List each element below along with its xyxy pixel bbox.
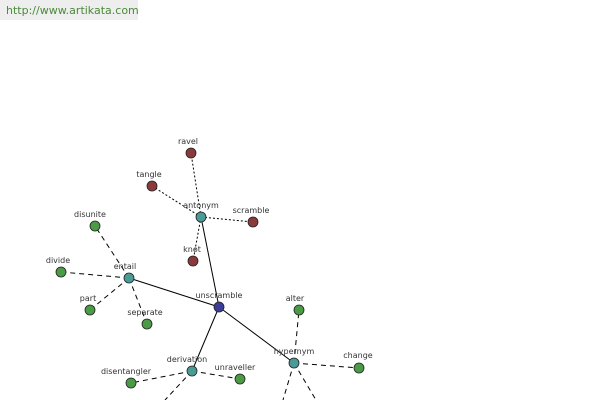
edge xyxy=(151,185,202,218)
node-label[interactable]: entail xyxy=(114,262,136,271)
edge xyxy=(164,370,193,400)
node[interactable] xyxy=(247,216,259,228)
node-label[interactable]: derivation xyxy=(167,355,207,364)
edge xyxy=(200,216,254,223)
node[interactable] xyxy=(185,147,197,159)
node-label[interactable]: tangle xyxy=(136,170,161,179)
node-label[interactable]: disunite xyxy=(74,210,106,219)
node[interactable] xyxy=(293,304,305,316)
edge xyxy=(60,271,130,279)
url-link[interactable]: http://www.artikata.com xyxy=(0,0,139,20)
edge xyxy=(191,306,220,372)
node[interactable] xyxy=(213,301,225,313)
node[interactable] xyxy=(84,304,96,316)
node-label[interactable]: antonym xyxy=(183,201,219,210)
edge xyxy=(218,306,295,364)
node-label[interactable]: disentangler xyxy=(101,367,152,376)
edge xyxy=(94,225,130,279)
node[interactable] xyxy=(234,373,246,385)
node[interactable] xyxy=(55,266,67,278)
node[interactable] xyxy=(89,220,101,232)
node-label[interactable]: divide xyxy=(46,256,70,265)
node[interactable] xyxy=(353,362,365,374)
node[interactable] xyxy=(146,180,158,192)
node-label[interactable]: part xyxy=(80,294,96,303)
labels: unscramble antonym entail derivation hyp… xyxy=(46,137,373,376)
node-label[interactable]: unraveller xyxy=(215,363,256,372)
node-label[interactable]: alter xyxy=(286,294,305,303)
node-label[interactable]: ravel xyxy=(178,137,198,146)
edge xyxy=(128,277,148,325)
edge xyxy=(190,152,202,218)
edge xyxy=(293,362,360,369)
edge xyxy=(200,216,220,308)
node-label[interactable]: separate xyxy=(127,308,162,317)
node[interactable] xyxy=(141,318,153,330)
node[interactable] xyxy=(187,255,199,267)
edges xyxy=(60,152,360,400)
node[interactable] xyxy=(123,272,135,284)
edge xyxy=(192,216,202,262)
node-label[interactable]: hypernym xyxy=(274,347,315,356)
node[interactable] xyxy=(186,365,198,377)
node[interactable] xyxy=(195,211,207,223)
edge xyxy=(130,370,193,384)
node-label[interactable]: scramble xyxy=(233,206,270,215)
edge xyxy=(191,370,241,380)
node-label[interactable]: change xyxy=(343,351,373,360)
node[interactable] xyxy=(125,377,137,389)
edge xyxy=(128,277,220,308)
node-label[interactable]: unscramble xyxy=(196,291,243,300)
nodes xyxy=(55,147,365,389)
node-label[interactable]: knot xyxy=(183,245,201,254)
edge xyxy=(282,362,295,400)
edge xyxy=(293,362,317,400)
node[interactable] xyxy=(288,357,300,369)
